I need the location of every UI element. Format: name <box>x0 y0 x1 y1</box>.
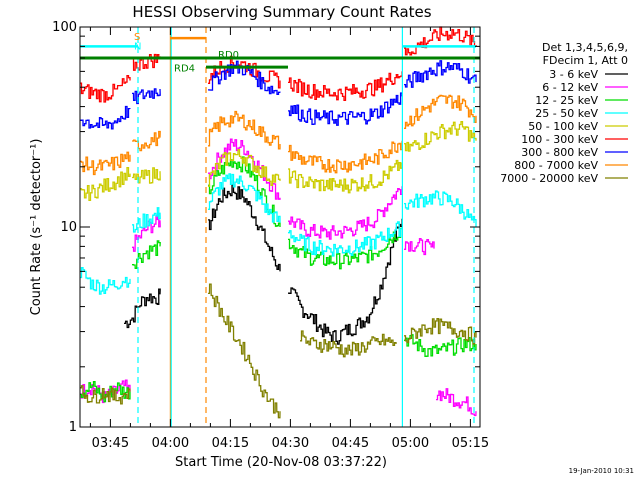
flag-label-rd0: RD0 <box>218 50 239 61</box>
series-5-line-5 <box>404 121 477 152</box>
series-1-line-2 <box>208 184 281 272</box>
series-7-line-4 <box>288 92 403 126</box>
x-tick-label-3: 04:15 <box>212 436 249 451</box>
series-1 <box>124 184 403 345</box>
series-9 <box>80 283 477 419</box>
series-2-line-1 <box>80 379 131 404</box>
series-6-line-1 <box>80 74 131 103</box>
series-7-line-2 <box>132 88 161 105</box>
legend-label-4: 25 - 50 keV <box>535 107 598 120</box>
series-4-line-5 <box>404 190 477 227</box>
series-2-line-4 <box>288 186 403 240</box>
series-3-line-1 <box>80 381 131 403</box>
series-3-line-2 <box>132 240 161 269</box>
series-6-line-5 <box>404 26 477 56</box>
series-4 <box>80 173 477 295</box>
legend-label-1: 3 - 6 keV <box>549 68 598 81</box>
series-7-line-3 <box>208 60 281 95</box>
x-tick-label-7: 05:15 <box>452 436 489 451</box>
legend-label-9: 7000 - 20000 keV <box>500 172 598 185</box>
series-9-line-1 <box>80 385 131 405</box>
legend-header-2: FDecim 1, Att 0 <box>543 54 628 67</box>
series-4-line-2 <box>132 207 161 233</box>
series-layer <box>80 26 477 419</box>
flag-label-s: S <box>134 32 140 43</box>
y-axis: 1 10 100 <box>52 20 480 435</box>
legend-header-1: Det 1,3,4,5,6,9, <box>542 41 628 54</box>
series-9-line-3 <box>300 330 397 358</box>
flag-label-rd4: RD4 <box>174 63 195 74</box>
instrument-state-lines <box>137 27 475 427</box>
chart-title: HESSI Observing Summary Count Rates <box>132 3 431 21</box>
series-5 <box>80 121 477 202</box>
series-2-line-6 <box>436 388 477 417</box>
series-9-line-2 <box>208 283 281 419</box>
flag-bars: SN RD4 RD0 <box>80 32 480 74</box>
legend-label-3: 12 - 25 keV <box>535 94 598 107</box>
series-5-line-2 <box>132 167 161 184</box>
x-axis-title: Start Time (20-Nov-08 03:37:22) <box>175 455 387 470</box>
series-8 <box>80 94 477 176</box>
legend-label-6: 100 - 300 keV <box>521 133 598 146</box>
x-tick-label-4: 04:30 <box>272 436 309 451</box>
series-4-line-1 <box>80 267 131 295</box>
y-tick-label-3: 100 <box>52 20 77 35</box>
x-tick-label-2: 04:00 <box>152 436 189 451</box>
flag-label-n: N <box>134 42 141 53</box>
series-4-line-3 <box>208 173 281 223</box>
series-7 <box>80 60 477 130</box>
series-7-line-5 <box>404 60 477 88</box>
series-1-line-3 <box>288 218 403 345</box>
legend-label-2: 6 - 12 keV <box>542 81 598 94</box>
x-tick-label-5: 04:45 <box>332 436 369 451</box>
series-8-line-5 <box>404 94 477 129</box>
x-axis: 03:45 04:00 04:15 04:30 04:45 05:00 05:15 <box>89 27 489 451</box>
y-tick-label-1: 1 <box>69 420 77 435</box>
series-8-line-1 <box>80 151 131 176</box>
legend-label-7: 300 - 800 keV <box>521 146 598 159</box>
series-6-line-4 <box>288 71 403 102</box>
y-tick-label-2: 10 <box>60 220 77 235</box>
series-5-line-3 <box>208 149 281 187</box>
series-4-line-4 <box>288 221 403 257</box>
series-6-line-3 <box>208 55 281 89</box>
series-7-line-1 <box>80 105 131 130</box>
series-1-line-1 <box>124 288 161 329</box>
series-8-line-2 <box>132 130 161 152</box>
series-5-line-4 <box>288 159 403 194</box>
series-8-line-3 <box>208 110 281 150</box>
x-tick-label-1: 03:45 <box>92 436 129 451</box>
legend-label-5: 50 - 100 keV <box>528 120 598 133</box>
series-8-line-4 <box>288 140 403 174</box>
series-2-line-5 <box>404 238 435 256</box>
legend-label-8: 800 - 7000 keV <box>514 159 598 172</box>
timestamp: 19-Jan-2010 10:31 <box>569 467 634 475</box>
series-6-line-2 <box>132 53 161 71</box>
series-5-line-1 <box>80 166 131 202</box>
series-9-line-4 <box>404 318 477 345</box>
y-axis-title: Count Rate (s⁻¹ detector⁻¹) <box>29 139 44 316</box>
x-tick-label-6: 05:00 <box>392 436 429 451</box>
series-3-line-5 <box>404 334 477 357</box>
legend: Det 1,3,4,5,6,9,FDecim 1, Att 03 - 6 keV… <box>500 41 628 185</box>
